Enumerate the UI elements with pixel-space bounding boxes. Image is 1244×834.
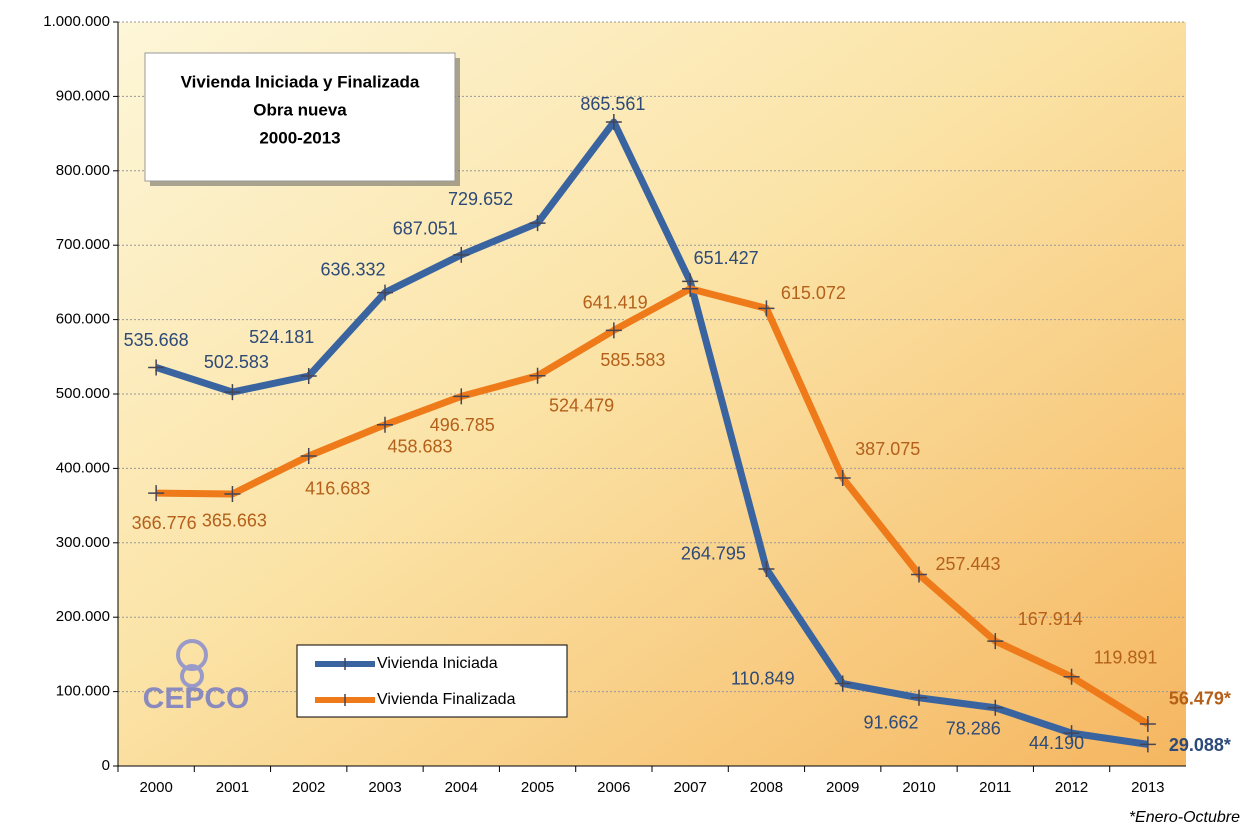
y-tick-label: 700.000 (56, 236, 110, 253)
line (155, 118, 1149, 748)
marker (911, 566, 927, 583)
x-tick-label: 2003 (368, 779, 401, 796)
value-label: 366.776 (132, 513, 197, 533)
marker (758, 300, 775, 317)
marker (148, 485, 165, 502)
marker (1063, 668, 1080, 685)
value-label: 264.795 (681, 544, 746, 564)
y-tick-label: 400.000 (56, 459, 110, 476)
marker (605, 114, 622, 131)
x-tick-label: 2000 (139, 779, 172, 796)
chart-title: Vivienda Iniciada y Finalizada (181, 72, 420, 91)
y-tick-label: 0 (102, 757, 110, 774)
value-label: 535.668 (124, 330, 189, 350)
value-label: 524.181 (249, 327, 314, 347)
value-label: 29.088* (1169, 735, 1231, 755)
marker (453, 246, 470, 263)
marker (987, 633, 1004, 650)
value-label: 585.583 (600, 350, 665, 370)
y-tick-label: 1.000.000 (43, 13, 110, 30)
y-tick-label: 200.000 (56, 608, 110, 625)
value-label: 502.583 (204, 352, 269, 372)
marker (758, 560, 775, 577)
x-tick-label: 2001 (216, 779, 249, 796)
marker (377, 416, 393, 433)
marker (1139, 736, 1156, 753)
value-label: 78.286 (946, 719, 1001, 739)
marker (529, 215, 546, 232)
value-label: 44.190 (1029, 733, 1084, 753)
value-label: 110.849 (731, 668, 795, 688)
x-tick-label: 2004 (445, 779, 478, 796)
footnote: *Enero-Octubre (1129, 809, 1240, 826)
y-tick-label: 300.000 (56, 534, 110, 551)
x-tick-label: 2005 (521, 779, 554, 796)
value-label: 865.561 (580, 94, 645, 114)
marker (529, 367, 546, 384)
x-tick-label: 2009 (826, 779, 859, 796)
y-tick-label: 800.000 (56, 162, 110, 179)
value-label: 458.683 (387, 436, 452, 456)
value-label: 524.479 (549, 396, 614, 416)
value-label: 387.075 (855, 439, 920, 459)
x-tick-label: 2006 (597, 779, 630, 796)
marker (1063, 725, 1080, 742)
value-label: 91.662 (863, 713, 918, 733)
y-tick-label: 900.000 (56, 87, 110, 104)
value-label: 641.419 (583, 293, 648, 313)
value-label: 365.663 (202, 511, 267, 531)
logo-mark (180, 664, 204, 688)
chart-title: Obra nueva (253, 100, 347, 119)
y-tick-label: 500.000 (56, 385, 110, 402)
value-label: 416.683 (305, 479, 370, 499)
marker (300, 368, 317, 385)
marker (911, 689, 927, 706)
y-tick-label: 600.000 (56, 311, 110, 328)
marker (834, 470, 851, 487)
value-label: 687.051 (393, 219, 458, 239)
value-label: 636.332 (320, 259, 385, 279)
x-tick-label: 2012 (1055, 779, 1088, 796)
y-tick-label: 100.000 (56, 683, 110, 700)
line (156, 285, 1150, 727)
x-tick-label: 2008 (750, 779, 783, 796)
x-tick-label: 2010 (902, 779, 935, 796)
value-label: 496.785 (430, 415, 495, 435)
marker (987, 699, 1004, 716)
marker (377, 284, 393, 301)
value-label: 651.427 (694, 248, 759, 268)
logo-text: CEPCO (143, 682, 250, 715)
marker (224, 384, 241, 401)
value-label: 615.072 (781, 283, 846, 303)
x-tick-label: 2011 (979, 779, 1011, 796)
marker (224, 485, 241, 502)
x-tick-label: 2002 (292, 779, 325, 796)
marker (682, 280, 699, 297)
marker (148, 359, 165, 376)
legend-label: Vivienda Iniciada (377, 655, 498, 672)
title-box (144, 52, 456, 182)
x-tick-label: 2007 (673, 779, 706, 796)
marker (300, 447, 317, 464)
value-label: 729.652 (448, 189, 513, 209)
x-tick-label: 2013 (1131, 779, 1164, 796)
legend-label: Vivienda Finalizada (377, 691, 516, 708)
value-label: 119.891 (1094, 648, 1158, 668)
logo: CEPCO (143, 639, 250, 715)
marker (834, 675, 851, 692)
marker (453, 388, 470, 405)
logo-mark (176, 639, 208, 671)
value-label: 56.479* (1169, 689, 1231, 709)
value-label: 257.443 (935, 554, 1000, 574)
marker (1139, 715, 1156, 732)
value-label: 167.914 (1018, 609, 1083, 629)
legend (296, 644, 568, 718)
marker (605, 322, 622, 339)
chart-title: 2000-2013 (259, 128, 340, 147)
